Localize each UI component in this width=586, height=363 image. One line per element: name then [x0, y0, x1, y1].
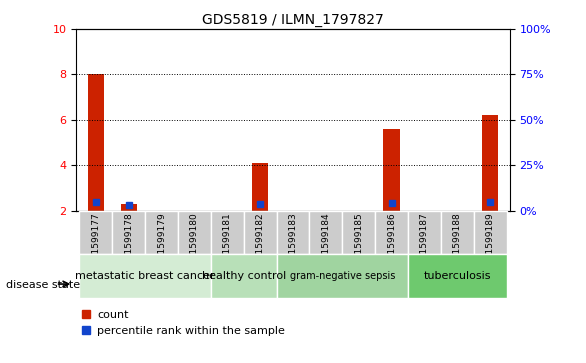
Text: GSM1599187: GSM1599187 — [420, 213, 429, 273]
Text: GSM1599178: GSM1599178 — [124, 213, 133, 273]
Bar — [121, 204, 137, 211]
Text: GSM1599188: GSM1599188 — [453, 213, 462, 273]
Text: metastatic breast cancer: metastatic breast cancer — [76, 271, 215, 281]
FancyBboxPatch shape — [408, 254, 506, 298]
FancyBboxPatch shape — [441, 211, 473, 254]
Bar — [252, 163, 268, 211]
FancyBboxPatch shape — [211, 211, 244, 254]
Text: GSM1599182: GSM1599182 — [255, 213, 265, 273]
FancyBboxPatch shape — [375, 211, 408, 254]
FancyBboxPatch shape — [113, 211, 145, 254]
Text: GSM1599186: GSM1599186 — [387, 213, 396, 273]
Bar — [383, 129, 400, 211]
FancyBboxPatch shape — [80, 211, 113, 254]
FancyBboxPatch shape — [277, 211, 309, 254]
FancyBboxPatch shape — [80, 254, 211, 298]
Text: GSM1599184: GSM1599184 — [321, 213, 331, 273]
Text: GSM1599181: GSM1599181 — [223, 213, 232, 273]
Text: GSM1599177: GSM1599177 — [91, 213, 100, 273]
FancyBboxPatch shape — [244, 211, 277, 254]
Bar — [88, 74, 104, 211]
FancyBboxPatch shape — [211, 254, 277, 298]
Text: GSM1599189: GSM1599189 — [486, 213, 495, 273]
FancyBboxPatch shape — [342, 211, 375, 254]
FancyBboxPatch shape — [277, 254, 408, 298]
Text: tuberculosis: tuberculosis — [424, 271, 491, 281]
FancyBboxPatch shape — [408, 211, 441, 254]
FancyBboxPatch shape — [145, 211, 178, 254]
Text: gram-negative sepsis: gram-negative sepsis — [289, 271, 395, 281]
Legend: count, percentile rank within the sample: count, percentile rank within the sample — [76, 305, 289, 341]
Text: GSM1599185: GSM1599185 — [354, 213, 363, 273]
FancyBboxPatch shape — [473, 211, 506, 254]
Text: GSM1599180: GSM1599180 — [190, 213, 199, 273]
Bar — [482, 115, 498, 211]
FancyBboxPatch shape — [309, 211, 342, 254]
Text: GSM1599179: GSM1599179 — [157, 213, 166, 273]
Text: healthy control: healthy control — [202, 271, 286, 281]
Text: GSM1599183: GSM1599183 — [288, 213, 298, 273]
Text: disease state: disease state — [6, 280, 80, 290]
Title: GDS5819 / ILMN_1797827: GDS5819 / ILMN_1797827 — [202, 13, 384, 26]
FancyBboxPatch shape — [178, 211, 211, 254]
